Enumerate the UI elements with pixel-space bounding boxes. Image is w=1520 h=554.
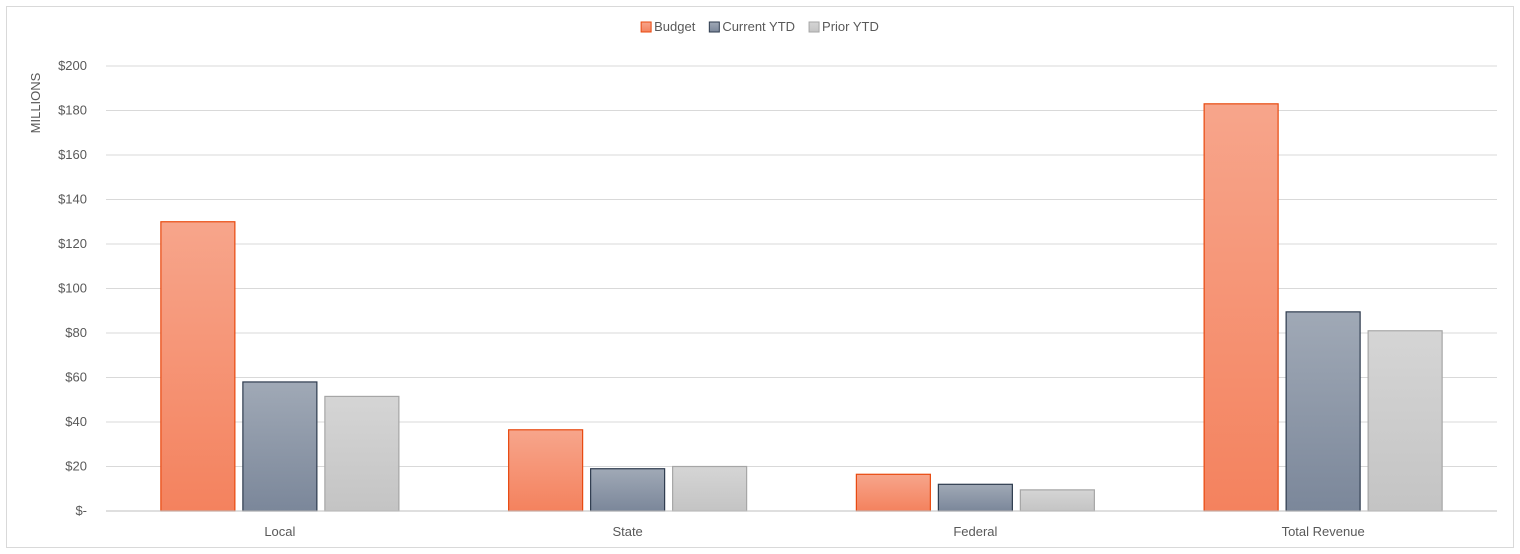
- bar-current-ytd-state: [590, 468, 666, 512]
- legend-item: Budget: [640, 19, 696, 34]
- y-tick-label: $100: [58, 281, 87, 296]
- bar-budget-federal: [855, 473, 931, 512]
- legend-swatch: [640, 21, 652, 33]
- legend: Budget Current YTD Prior YTD: [640, 19, 879, 34]
- y-axis-title: MILLIONS: [28, 72, 43, 133]
- x-tick-label: State: [612, 524, 642, 539]
- legend-item: Prior YTD: [808, 19, 879, 34]
- legend-label: Prior YTD: [822, 19, 879, 34]
- bar-budget-state: [508, 429, 584, 512]
- legend-label: Budget: [654, 19, 696, 34]
- y-tick-label: $120: [58, 236, 87, 251]
- bar-budget-total-revenue: [1203, 103, 1279, 512]
- bar-current-ytd-local: [242, 381, 318, 512]
- bar-current-ytd-total-revenue: [1285, 311, 1361, 512]
- legend-item: Current YTD: [708, 19, 795, 34]
- y-tick-label: $140: [58, 192, 87, 207]
- y-tick-label: $20: [65, 459, 87, 474]
- bar-prior-ytd-federal: [1019, 489, 1095, 512]
- bar-prior-ytd-total-revenue: [1367, 330, 1443, 512]
- legend-label: Current YTD: [722, 19, 795, 34]
- x-tick-label: Total Revenue: [1282, 524, 1365, 539]
- y-tick-label: $60: [65, 370, 87, 385]
- x-tick-label: Local: [264, 524, 295, 539]
- bar-budget-local: [160, 221, 236, 512]
- legend-swatch: [808, 21, 820, 33]
- x-tick-label: Federal: [953, 524, 997, 539]
- bar-current-ytd-federal: [937, 483, 1013, 512]
- y-axis-ticks: $- $20 $40 $60 $80 $100 $120 $140 $160 $180 $200: [58, 58, 87, 518]
- y-tick-label: $180: [58, 103, 87, 118]
- y-tick-label: $160: [58, 147, 87, 162]
- x-axis-ticks: Local State Federal Total Revenue: [264, 524, 1364, 539]
- bar-prior-ytd-state: [672, 465, 748, 512]
- y-tick-label: $-: [75, 503, 87, 518]
- bars: [160, 103, 1443, 512]
- legend-swatch: [708, 21, 720, 33]
- y-tick-label: $200: [58, 58, 87, 73]
- y-tick-label: $80: [65, 325, 87, 340]
- y-tick-label: $40: [65, 414, 87, 429]
- bar-prior-ytd-local: [324, 395, 400, 512]
